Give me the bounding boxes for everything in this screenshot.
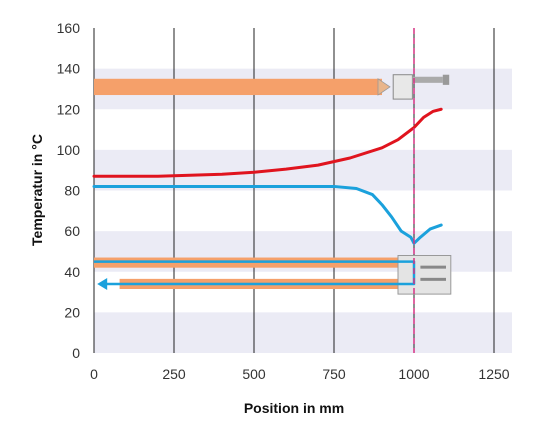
y-axis-title: Temperatur in °C	[29, 134, 45, 246]
grid-band	[94, 149, 512, 191]
x-tick-label: 500	[242, 366, 266, 382]
x-tick-label: 750	[322, 366, 346, 382]
upper-bar-tip	[377, 78, 391, 96]
lower-connector-pin-bottom	[420, 277, 446, 281]
y-tick-label: 80	[64, 183, 80, 199]
y-tick-label: 160	[57, 20, 81, 36]
y-tick-label: 20	[64, 304, 80, 320]
upper-connector-pin	[412, 76, 443, 83]
series-group	[92, 107, 443, 245]
y-tick-label: 40	[64, 264, 80, 280]
grid-band	[94, 312, 512, 353]
series-line-1	[92, 107, 443, 178]
x-tick-label: 0	[90, 366, 98, 382]
upper-heater-bar	[94, 78, 382, 96]
flow-arrow-head	[97, 277, 108, 290]
y-tick-label: 120	[57, 101, 81, 117]
x-axis-title: Position in mm	[244, 400, 344, 416]
upper-connector-cap	[442, 74, 450, 85]
upper-connector-body	[392, 74, 413, 100]
series-line-2	[92, 184, 443, 245]
background-bands	[94, 68, 512, 353]
x-tick-labels: 0 250 500 750 1000 1250	[90, 366, 510, 382]
x-tick-label: 250	[162, 366, 186, 382]
x-tick-label: 1000	[398, 366, 429, 382]
y-tick-label: 0	[72, 345, 80, 361]
x-tick-label: 1250	[478, 366, 509, 382]
y-tick-label: 140	[57, 61, 81, 77]
y-tick-label: 100	[57, 142, 81, 158]
y-tick-labels: 0 20 40 60 80 100 120 140 160	[57, 20, 81, 361]
y-tick-label: 60	[64, 223, 80, 239]
lower-connector-pin-top	[420, 265, 446, 269]
